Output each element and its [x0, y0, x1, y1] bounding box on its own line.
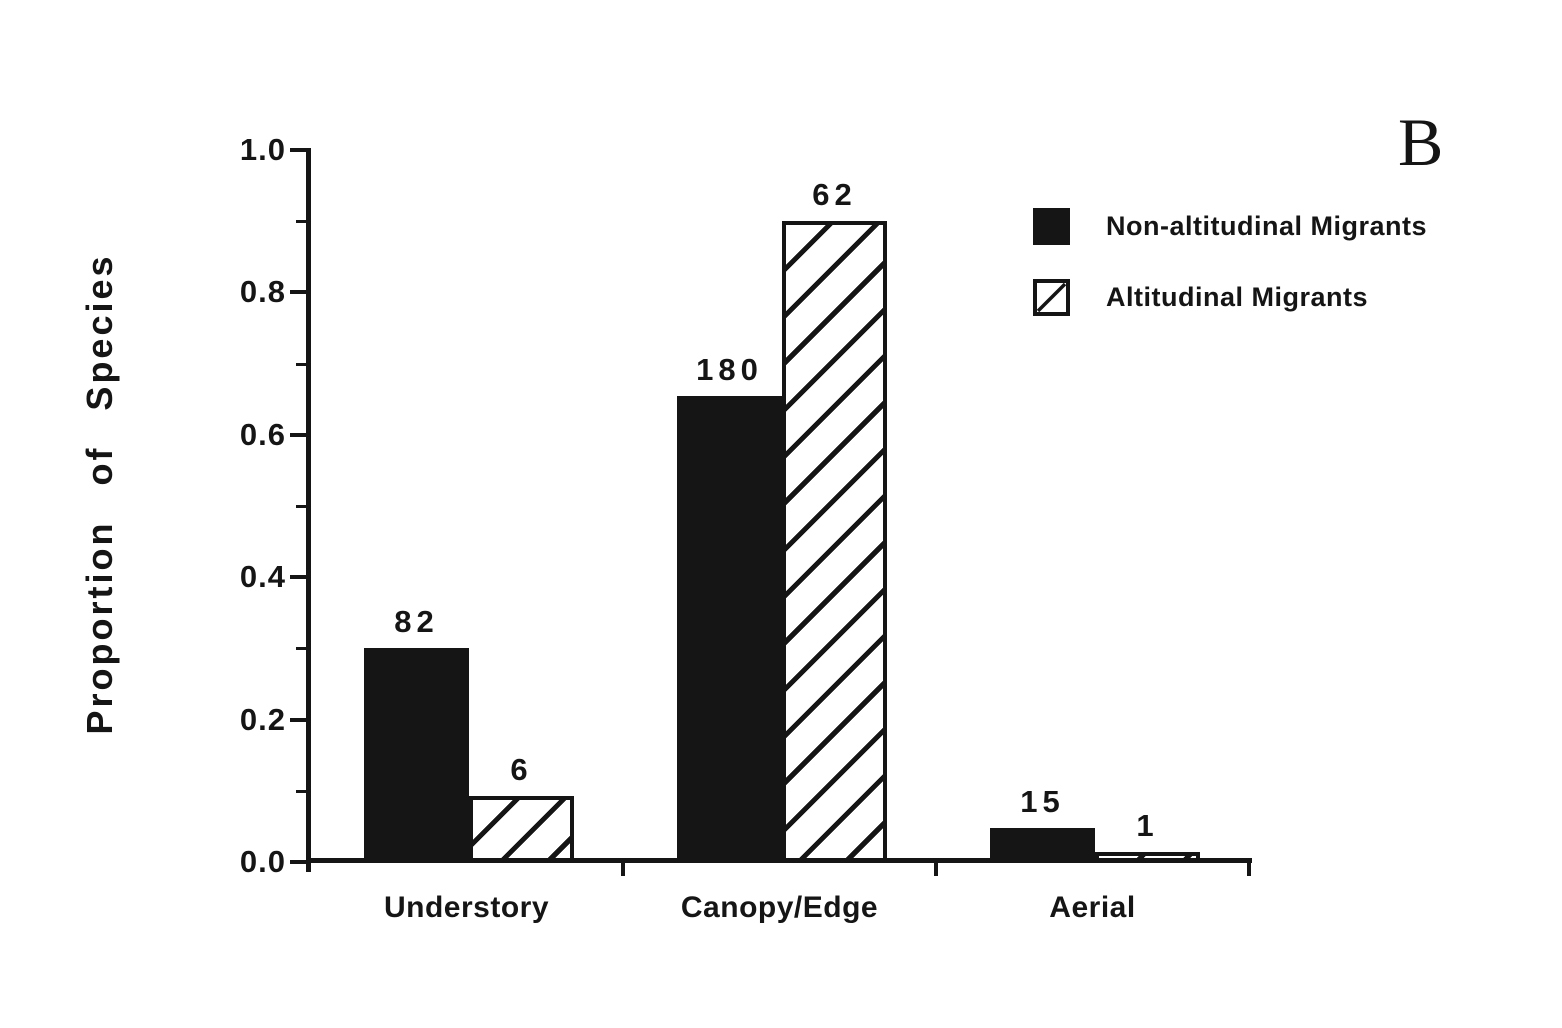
- y-minor-tick: [296, 362, 307, 366]
- y-tick-label: 0.6: [239, 416, 286, 452]
- y-tick-label: 0.8: [239, 274, 286, 310]
- y-tick-label: 0.4: [239, 559, 286, 595]
- diagonal-line-icon: [1037, 282, 1066, 312]
- legend-label: Non-altitudinal Migrants: [1106, 210, 1427, 241]
- bar-aerial-altitudinal-migrants: [1095, 852, 1200, 862]
- x-tick: [1247, 861, 1251, 876]
- legend: Non-altitudinal Migrants Altitudinal Mig…: [1033, 206, 1427, 348]
- y-major-tick: [290, 860, 307, 864]
- bar-understory-non-altitudinal-migrants: [364, 648, 469, 862]
- y-major-tick: [290, 717, 307, 722]
- legend-swatch-solid-black: [1033, 207, 1070, 245]
- x-tick: [934, 861, 938, 876]
- y-minor-tick: [296, 789, 307, 793]
- y-major-tick: [290, 290, 307, 295]
- y-tick-label: 0.2: [239, 701, 286, 737]
- legend-item-altitudinal-migrants: Altitudinal Migrants: [1033, 277, 1427, 317]
- legend-swatch-diagonal-hatch: [1033, 278, 1070, 316]
- x-category-label-aerial: Aerial: [1049, 891, 1136, 924]
- y-tick-label: 0.0: [239, 844, 286, 879]
- bar-count-label: 1: [1136, 808, 1159, 843]
- bar-count-label: 82: [394, 604, 439, 639]
- x-category-label-understory: Understory: [383, 891, 550, 924]
- y-axis-title: Proportion of Species: [79, 253, 120, 735]
- y-minor-tick: [296, 505, 307, 508]
- x-tick: [621, 861, 625, 876]
- y-major-tick: [290, 575, 307, 580]
- bar-count-label: 62: [812, 177, 857, 212]
- legend-label: Altitudinal Migrants: [1106, 281, 1368, 312]
- bar-count-label: 180: [696, 352, 763, 387]
- y-major-tick: [290, 148, 307, 152]
- bar-understory-altitudinal-migrants: [469, 796, 574, 862]
- bar-count-label: 15: [1020, 784, 1065, 819]
- bar-canopy-edge-non-altitudinal-migrants: [677, 396, 782, 862]
- legend-item-non-altitudinal-migrants: Non-altitudinal Migrants: [1033, 206, 1427, 246]
- bar-canopy-edge-altitudinal-migrants: [782, 221, 887, 862]
- panel-letter-label: B: [1398, 104, 1444, 180]
- y-tick-label: 1.0: [239, 132, 286, 167]
- y-minor-tick: [296, 220, 307, 224]
- x-category-label-canopy-edge: Canopy/Edge: [680, 891, 879, 924]
- y-axis-line: [306, 148, 311, 872]
- bar-count-label: 6: [510, 752, 533, 787]
- bar-aerial-non-altitudinal-migrants: [990, 828, 1095, 862]
- y-minor-tick: [296, 647, 307, 651]
- y-major-tick: [290, 432, 307, 437]
